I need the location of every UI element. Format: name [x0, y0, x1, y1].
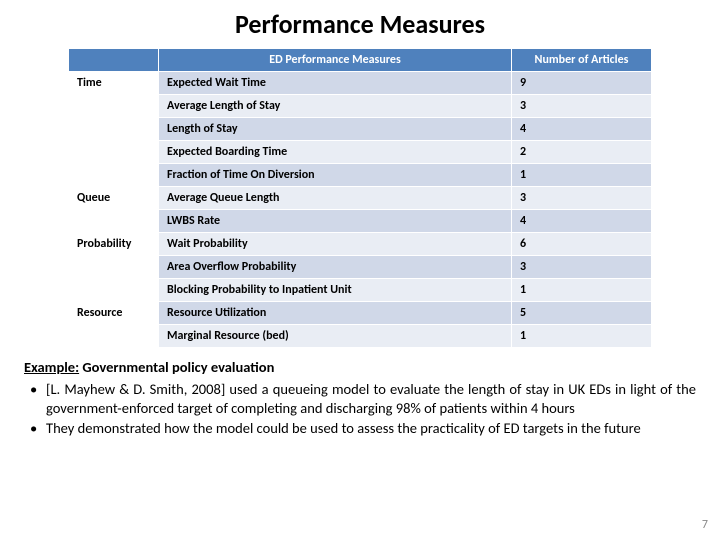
page-number: 7 [702, 518, 708, 532]
page-title: Performance Measures [0, 0, 720, 48]
col-header-measures: ED Performance Measures [159, 49, 512, 72]
col-header-articles: Number of Articles [512, 49, 652, 72]
measure-cell: Blocking Probability to Inpatient Unit [159, 279, 512, 302]
table-row: QueueAverage Queue Length3 [69, 187, 652, 210]
category-cell: Probability [69, 233, 159, 302]
articles-cell: 3 [512, 187, 652, 210]
articles-cell: 2 [512, 141, 652, 164]
measure-cell: Fraction of Time On Diversion [159, 164, 512, 187]
table-row: TimeExpected Wait Time9 [69, 72, 652, 95]
measure-cell: Average Queue Length [159, 187, 512, 210]
articles-cell: 5 [512, 302, 652, 325]
example-heading: Governmental policy evaluation [82, 358, 274, 376]
articles-cell: 3 [512, 256, 652, 279]
table-row: ResourceResource Utilization5 [69, 302, 652, 325]
category-cell: Resource [69, 302, 159, 348]
measure-cell: Area Overflow Probability [159, 256, 512, 279]
articles-cell: 3 [512, 95, 652, 118]
example-bullet: They demonstrated how the model could be… [24, 419, 696, 439]
articles-cell: 4 [512, 118, 652, 141]
performance-table: ED Performance Measures Number of Articl… [68, 48, 652, 348]
category-cell: Time [69, 72, 159, 187]
col-header-category [69, 49, 159, 72]
articles-cell: 1 [512, 164, 652, 187]
measure-cell: Expected Boarding Time [159, 141, 512, 164]
articles-cell: 1 [512, 325, 652, 348]
measure-cell: Resource Utilization [159, 302, 512, 325]
measure-cell: Expected Wait Time [159, 72, 512, 95]
articles-cell: 4 [512, 210, 652, 233]
table-container: ED Performance Measures Number of Articl… [0, 48, 720, 348]
category-cell: Queue [69, 187, 159, 233]
measure-cell: Length of Stay [159, 118, 512, 141]
measure-cell: Average Length of Stay [159, 95, 512, 118]
measure-cell: LWBS Rate [159, 210, 512, 233]
measure-cell: Marginal Resource (bed) [159, 325, 512, 348]
articles-cell: 6 [512, 233, 652, 256]
example-bullet: [L. Mayhew & D. Smith, 2008] used a queu… [24, 380, 696, 419]
measure-cell: Wait Probability [159, 233, 512, 256]
example-bullets: [L. Mayhew & D. Smith, 2008] used a queu… [24, 380, 696, 439]
example-label: Example: [24, 358, 79, 376]
table-header-row: ED Performance Measures Number of Articl… [69, 49, 652, 72]
example-section: Example: Governmental policy evaluation … [0, 348, 720, 438]
table-row: ProbabilityWait Probability6 [69, 233, 652, 256]
articles-cell: 1 [512, 279, 652, 302]
articles-cell: 9 [512, 72, 652, 95]
